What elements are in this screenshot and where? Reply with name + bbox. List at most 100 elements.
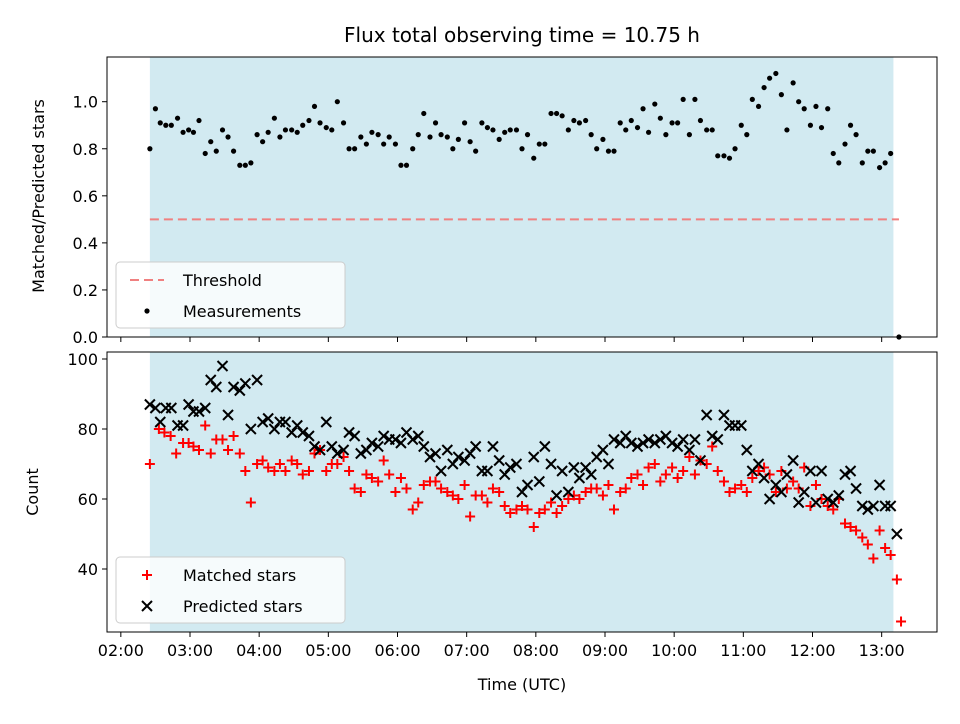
matched-stars-point bbox=[862, 539, 873, 550]
predicted-stars-point bbox=[193, 405, 205, 418]
predicted-stars-point bbox=[314, 444, 326, 456]
matched-stars-point bbox=[297, 469, 308, 480]
measurement-point bbox=[415, 132, 421, 138]
x-tick-label: 02:00 bbox=[98, 641, 144, 660]
legend-measurements-swatch bbox=[144, 308, 150, 314]
matched-stars-point bbox=[274, 459, 285, 469]
matched-stars-point bbox=[603, 480, 614, 490]
measurement-point bbox=[163, 122, 169, 128]
predicted-stars-point bbox=[262, 412, 274, 425]
measurement-point bbox=[680, 96, 686, 102]
measurement-point bbox=[375, 132, 381, 138]
measurement-point bbox=[773, 70, 779, 77]
measurement-point bbox=[444, 134, 450, 140]
matched-stars-point bbox=[741, 487, 752, 497]
x-tick-label: 13:00 bbox=[859, 641, 905, 660]
predicted-stars-point bbox=[804, 465, 817, 477]
predicted-stars-point bbox=[464, 447, 476, 460]
predicted-stars-point bbox=[251, 374, 263, 386]
predicted-stars-point bbox=[348, 430, 361, 442]
measurement-point bbox=[617, 120, 623, 126]
predicted-stars-point bbox=[227, 381, 240, 393]
measurement-point bbox=[455, 136, 461, 142]
matched-stars-point bbox=[678, 466, 689, 476]
x-tick-label: 03:00 bbox=[167, 641, 213, 660]
matched-stars-point bbox=[217, 434, 228, 445]
matched-stars-point bbox=[257, 455, 268, 466]
matched-stars-point bbox=[418, 480, 429, 490]
predicted-stars-point bbox=[487, 440, 499, 453]
predicted-stars-point bbox=[493, 454, 505, 467]
measurement-point bbox=[542, 141, 548, 147]
matched-stars-point bbox=[465, 511, 476, 522]
matched-stars-point bbox=[436, 483, 447, 494]
matched-stars-point bbox=[401, 483, 412, 494]
x-tick-label: 06:00 bbox=[374, 641, 420, 660]
predicted-stars-point bbox=[545, 458, 557, 470]
predicted-stars-point bbox=[481, 465, 494, 477]
matched-stars-point bbox=[361, 469, 372, 480]
measurement-point bbox=[289, 127, 295, 133]
measurement-point bbox=[403, 162, 410, 168]
predicted-stars-point bbox=[177, 419, 189, 432]
measurement-point bbox=[392, 141, 399, 147]
measurement-point bbox=[784, 127, 790, 133]
predicted-stars-point bbox=[822, 493, 834, 505]
predicted-stars-point bbox=[585, 468, 597, 481]
predicted-stars-point bbox=[608, 433, 620, 446]
predicted-stars-point bbox=[579, 461, 592, 474]
y-tick-label: 0.2 bbox=[73, 281, 98, 300]
matched-stars-point bbox=[643, 462, 654, 473]
legend-label: Predicted stars bbox=[183, 597, 303, 616]
measurement-point bbox=[663, 132, 669, 138]
matched-stars-point bbox=[384, 469, 395, 480]
matched-stars-point bbox=[724, 487, 735, 497]
measurement-point bbox=[329, 127, 335, 133]
measurement-point bbox=[553, 110, 560, 117]
matched-stars-point bbox=[332, 459, 343, 469]
measurement-point bbox=[398, 162, 404, 168]
matched-stars-point bbox=[286, 455, 297, 466]
matched-stars-point bbox=[430, 476, 441, 487]
predicted-stars-point bbox=[435, 465, 447, 477]
predicted-stars-point bbox=[320, 416, 332, 428]
predicted-stars-point bbox=[424, 451, 436, 463]
predicted-stars-point bbox=[154, 416, 166, 428]
matched-stars-point bbox=[851, 525, 862, 536]
y-tick-label: 100 bbox=[67, 350, 98, 369]
x-axis-label: Time (UTC) bbox=[477, 675, 566, 694]
matched-stars-point bbox=[845, 522, 856, 532]
matched-stars-point bbox=[240, 466, 251, 476]
measurement-point bbox=[358, 134, 364, 140]
measurement-point bbox=[645, 129, 652, 135]
predicted-stars-point bbox=[297, 426, 309, 439]
predicted-stars-point bbox=[407, 433, 419, 446]
measurement-point bbox=[352, 146, 358, 152]
matched-stars-point bbox=[373, 476, 384, 487]
predicted-stars-point bbox=[752, 458, 765, 470]
chart-title: Flux total observing time = 10.75 h bbox=[344, 23, 700, 47]
measurement-point bbox=[282, 127, 289, 133]
matched-stars-point bbox=[868, 553, 879, 564]
matched-stars-point bbox=[355, 487, 366, 497]
matched-stars-point bbox=[632, 469, 643, 480]
matched-stars-point bbox=[171, 448, 182, 459]
matched-stars-point bbox=[718, 476, 729, 487]
matched-stars-point bbox=[546, 497, 557, 508]
predicted-stars-point bbox=[810, 496, 822, 509]
matched-stars-point bbox=[205, 448, 216, 459]
matched-stars-point bbox=[482, 497, 493, 508]
predicted-stars-point bbox=[291, 419, 303, 432]
matched-stars-point bbox=[689, 469, 700, 480]
measurement-point bbox=[559, 113, 565, 119]
axes-frame-ratio bbox=[106, 56, 938, 338]
predicted-stars-point bbox=[528, 451, 540, 463]
matched-stars-point bbox=[188, 441, 199, 452]
matched-stars-point bbox=[303, 466, 314, 476]
measurement-point bbox=[196, 117, 202, 124]
matched-stars-point bbox=[269, 466, 280, 476]
predicted-stars-point bbox=[631, 440, 644, 453]
measurement-point bbox=[519, 146, 525, 152]
predicted-stars-point bbox=[873, 479, 886, 491]
matched-stars-point bbox=[539, 504, 550, 515]
